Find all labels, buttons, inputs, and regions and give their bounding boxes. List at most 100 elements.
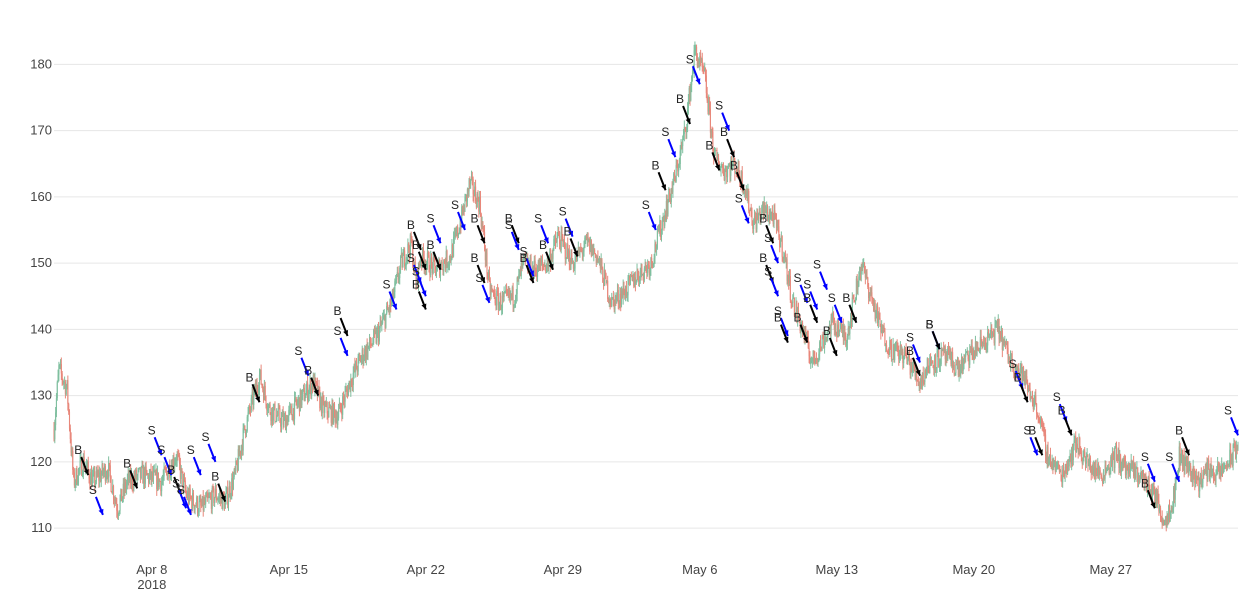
candle-body bbox=[606, 280, 608, 284]
candle bbox=[191, 495, 193, 513]
candle-body bbox=[473, 194, 475, 196]
sell-arrow-head bbox=[773, 257, 779, 264]
candle bbox=[1068, 456, 1070, 471]
candle bbox=[1039, 417, 1041, 425]
candle-body bbox=[1062, 469, 1065, 473]
candle-body bbox=[826, 337, 828, 338]
candle bbox=[172, 454, 174, 474]
candle bbox=[823, 334, 825, 349]
candle-body bbox=[1152, 483, 1154, 489]
candle bbox=[192, 490, 194, 506]
candle-body bbox=[790, 300, 792, 303]
candle-body bbox=[196, 497, 198, 506]
candle bbox=[683, 120, 685, 142]
candle bbox=[59, 359, 62, 370]
candle bbox=[226, 487, 228, 494]
candle-body bbox=[1068, 458, 1070, 467]
candle bbox=[498, 301, 500, 312]
candle-body bbox=[1200, 474, 1202, 488]
candle-body bbox=[151, 471, 153, 481]
candle-body bbox=[861, 265, 863, 269]
buy-label: B bbox=[1028, 423, 1036, 437]
candle-body bbox=[398, 277, 400, 280]
candle bbox=[214, 496, 216, 508]
candle bbox=[746, 188, 748, 202]
candle bbox=[107, 469, 109, 484]
candle bbox=[367, 342, 369, 361]
candle bbox=[262, 383, 264, 393]
candle bbox=[246, 414, 248, 433]
candle-body bbox=[872, 300, 875, 308]
candle bbox=[988, 333, 990, 341]
candle bbox=[91, 469, 93, 487]
candle bbox=[1133, 462, 1135, 483]
candle-body bbox=[198, 501, 200, 513]
candle bbox=[842, 318, 844, 345]
candle-body bbox=[977, 346, 979, 349]
candle bbox=[1049, 447, 1052, 467]
candle bbox=[1000, 325, 1003, 342]
candle-body bbox=[1155, 490, 1157, 504]
candle bbox=[1088, 458, 1090, 467]
candle-body bbox=[859, 267, 862, 275]
candle bbox=[895, 340, 897, 352]
sell-label: S bbox=[505, 218, 513, 232]
candle-body bbox=[1073, 440, 1075, 446]
candle-body bbox=[614, 296, 616, 310]
candle-body bbox=[1207, 459, 1209, 480]
candle-body bbox=[1045, 434, 1047, 457]
candle-body bbox=[762, 203, 764, 207]
candle-body bbox=[357, 356, 359, 372]
candle bbox=[1074, 435, 1076, 444]
candle bbox=[1109, 467, 1111, 478]
candle bbox=[1171, 505, 1173, 513]
candle-body bbox=[660, 220, 662, 237]
candle bbox=[894, 341, 897, 352]
candle-body bbox=[957, 360, 959, 376]
candle-body bbox=[922, 372, 924, 382]
candle-body bbox=[1093, 466, 1096, 476]
candle-body bbox=[1168, 505, 1170, 522]
candle bbox=[784, 250, 786, 263]
candle bbox=[337, 411, 339, 430]
candle bbox=[924, 367, 926, 388]
candle-body bbox=[206, 493, 208, 498]
candle bbox=[196, 495, 198, 509]
candle-body bbox=[405, 257, 407, 266]
sell-label: S bbox=[519, 244, 527, 258]
candle bbox=[1011, 350, 1013, 373]
candle-body bbox=[1166, 515, 1168, 528]
sell-arrow-head bbox=[837, 316, 843, 323]
candle-body bbox=[866, 272, 868, 278]
candle bbox=[729, 162, 731, 183]
candle bbox=[399, 265, 401, 285]
candle-body bbox=[773, 210, 775, 225]
candle-body bbox=[1104, 465, 1106, 479]
candle bbox=[774, 203, 776, 221]
candle-body bbox=[775, 219, 778, 228]
candle-body bbox=[297, 401, 299, 406]
buy-annotation: B bbox=[505, 211, 520, 244]
buy-arrow-head bbox=[313, 389, 319, 396]
candle-body bbox=[1095, 466, 1097, 475]
candle-body bbox=[859, 267, 861, 277]
sell-arrow-head bbox=[670, 151, 676, 158]
candle bbox=[536, 263, 538, 282]
candle bbox=[183, 473, 185, 495]
candle-body bbox=[1137, 467, 1139, 483]
sell-annotation: S bbox=[505, 218, 520, 251]
candle-body bbox=[966, 350, 968, 352]
candle-body bbox=[846, 336, 848, 343]
candle-body bbox=[443, 260, 445, 272]
candle bbox=[929, 354, 931, 374]
candle bbox=[606, 280, 608, 284]
candle-body bbox=[509, 289, 511, 298]
candle-body bbox=[1125, 466, 1127, 476]
buy-label: B bbox=[74, 443, 82, 457]
candle-body bbox=[1031, 397, 1034, 401]
candle bbox=[646, 265, 648, 280]
candle bbox=[612, 296, 614, 300]
sell-arrow-head bbox=[724, 124, 730, 131]
buy-annotation: B bbox=[412, 278, 427, 310]
candle bbox=[322, 391, 324, 406]
